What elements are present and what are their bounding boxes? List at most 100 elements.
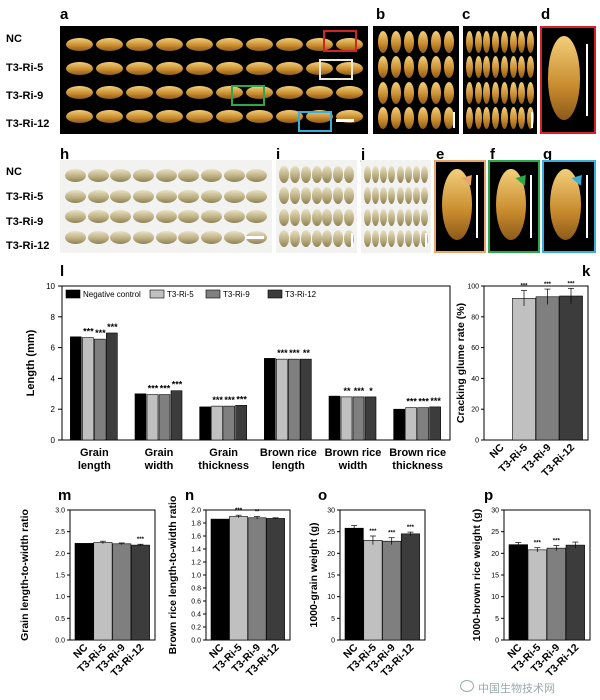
bar: [94, 338, 106, 441]
grain-kernel: [518, 81, 526, 104]
grain-kernel: [527, 81, 535, 104]
row-label-top-nc: NC: [6, 33, 22, 45]
grain-kernel: [444, 30, 455, 53]
y-tick-label: 6: [51, 344, 56, 353]
y-tick-label: 2.0: [191, 508, 201, 515]
grain-kernel: [223, 231, 245, 245]
category-label: Brown rice: [325, 447, 382, 459]
grain-kernel: [185, 37, 213, 51]
grain-kernel: [279, 208, 290, 226]
y-tick-label: 20: [491, 551, 499, 558]
grain-kernel: [444, 56, 455, 79]
significance-label: ***: [172, 380, 183, 390]
grain-kernel: [132, 210, 154, 224]
significance-label: ***: [418, 397, 429, 407]
grain-kernel: [300, 187, 311, 205]
grain-kernel: [87, 168, 109, 182]
grain-kernel: [421, 187, 429, 205]
significance-label: ***: [521, 284, 529, 290]
significance-label: ***: [568, 281, 576, 287]
grain-kernel: [343, 166, 354, 184]
bar: [364, 396, 377, 441]
grain-kernel: [335, 85, 363, 99]
significance-label: **: [343, 386, 351, 396]
grain-kernel: [474, 81, 482, 104]
panel-label-p: p: [484, 487, 493, 504]
y-axis-label: 1000-brown rice weight (g): [471, 509, 483, 641]
bar: [276, 358, 288, 441]
y-tick-label: 20: [471, 407, 479, 414]
grain-kernel: [413, 187, 421, 205]
grain-kernel: [64, 189, 86, 203]
grain-kernel: [65, 61, 93, 75]
grain-kernel: [110, 168, 132, 182]
significance-label: ***: [160, 384, 171, 394]
grain-kernel: [215, 61, 243, 75]
grain-kernel: [155, 109, 183, 123]
brown-rice-photo-j: [361, 160, 431, 253]
grain-kernel: [391, 81, 401, 104]
y-axis-label: Cracking glume rate (%): [455, 303, 467, 423]
grain-kernel: [527, 107, 535, 130]
y-tick-label: 100: [467, 284, 479, 291]
category-label: width: [144, 460, 174, 472]
y-tick-label: 2.0: [55, 551, 65, 558]
bar: [158, 394, 171, 441]
grain-kernel: [492, 30, 500, 53]
grain-kernel: [322, 187, 333, 205]
y-tick-label: 0: [331, 638, 335, 645]
row-label-top-ri9: T3-Ri-9: [6, 90, 44, 102]
bar: [393, 408, 405, 441]
grain-kernel: [185, 61, 213, 75]
bar: [340, 396, 353, 441]
y-tick-label: 30: [327, 508, 335, 515]
grain-kernel: [417, 56, 428, 79]
grain-kernel: [483, 107, 491, 130]
grain-kernel: [413, 166, 421, 184]
row-label-bottom-nc: NC: [6, 166, 22, 178]
panel-label-c: c: [462, 6, 471, 23]
grain-kernel: [223, 189, 245, 203]
grain-kernel: [371, 229, 379, 247]
legend-swatch: [65, 289, 81, 299]
bar: [229, 516, 248, 641]
grain-photo-a: [60, 26, 368, 134]
grain-kernel: [465, 30, 473, 53]
y-tick-label: 0.0: [191, 638, 201, 645]
grain-kernel: [132, 168, 154, 182]
bar: [352, 396, 365, 441]
grain-kernel: [305, 37, 333, 51]
grain-kernel: [413, 229, 421, 247]
grain-kernel: [155, 168, 177, 182]
grain-kernel: [404, 81, 415, 104]
grain-kernel: [300, 166, 311, 184]
grain-kernel: [223, 168, 245, 182]
y-tick-label: 1.0: [191, 573, 201, 580]
legend-label: T3-Ri-12: [285, 290, 317, 299]
grain-kernel: [125, 85, 153, 99]
category-label: length: [78, 460, 111, 472]
grain-kernel: [500, 107, 508, 130]
grain-kernel: [290, 187, 301, 205]
grain-kernel: [300, 229, 311, 247]
grain-kernel: [332, 166, 343, 184]
category-label: Brown rice: [260, 447, 317, 459]
grain-kernel: [417, 81, 428, 104]
y-axis-label: Brown rice length-to-width ratio: [167, 496, 179, 655]
y-tick-label: 10: [46, 282, 55, 291]
grain-kernel: [377, 56, 388, 79]
category-label: Brown rice: [389, 447, 446, 459]
grain-kernel: [431, 56, 441, 79]
grain-kernel: [178, 189, 200, 203]
bar: [74, 543, 94, 641]
grain-kernel: [509, 107, 517, 130]
y-tick-label: 5: [495, 616, 499, 623]
grain-kernel: [275, 109, 303, 123]
grain-kernel: [246, 168, 268, 182]
row-label-top-ri12: T3-Ri-12: [6, 118, 50, 130]
y-tick-label: 0.2: [191, 625, 201, 632]
y-tick-label: 0: [475, 438, 479, 445]
bar: [70, 336, 82, 441]
bar: [264, 358, 276, 441]
